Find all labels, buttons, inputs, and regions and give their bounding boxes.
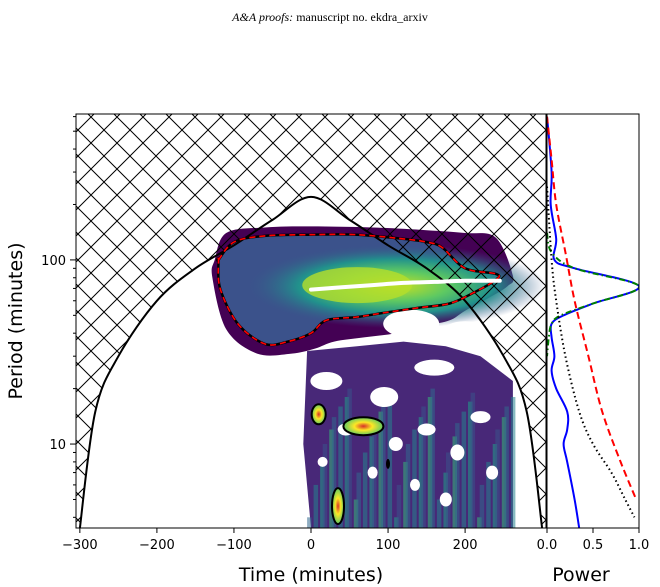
power-streak	[477, 517, 482, 528]
power-streak	[430, 388, 435, 528]
x-axis-label: Time (minutes)	[238, 564, 383, 586]
y-tick-label: 100	[41, 254, 66, 269]
power-streak	[396, 484, 402, 528]
power-tick-label: 1.0	[629, 538, 650, 553]
power-hole	[414, 359, 455, 376]
power-streak	[381, 401, 386, 528]
power-streak	[369, 436, 374, 528]
power-streak	[418, 417, 424, 528]
power-hole	[417, 423, 436, 436]
power-streak	[322, 444, 328, 528]
cone-of-influence-line	[78, 195, 544, 528]
power-streak	[347, 388, 352, 528]
small-scale-power	[303, 341, 513, 528]
power-series-dotted	[547, 186, 636, 518]
power-streak	[427, 397, 433, 528]
power-axis-label: Power	[552, 564, 610, 586]
x-tick-label: −200	[139, 538, 175, 553]
side-frame	[546, 113, 640, 529]
power-streak	[394, 517, 399, 528]
x-tick-label: 100	[376, 538, 401, 553]
x-tick-label: 0	[307, 538, 315, 553]
power-streak	[495, 429, 500, 528]
y-axis-label: Period (minutes)	[5, 242, 27, 399]
power-hole	[410, 478, 420, 491]
power-streak	[387, 392, 393, 528]
power-streak	[492, 444, 498, 528]
power-tick-label: 0.0	[537, 538, 558, 553]
power-series-dashdot	[547, 232, 639, 357]
main-ticks: −300 −200 −100 0 100 200 10 100	[41, 116, 478, 553]
power-streak	[362, 452, 368, 528]
power-tick-label: 0.5	[583, 538, 604, 553]
power-streak	[470, 392, 476, 528]
x-tick-label: −100	[216, 538, 252, 553]
power-hole	[310, 372, 343, 390]
power-streak	[320, 461, 325, 528]
y-tick-label: 10	[49, 438, 66, 453]
power-hole	[470, 411, 491, 424]
power-streak	[468, 401, 473, 528]
power-streak	[486, 461, 491, 528]
power-hole	[450, 444, 465, 461]
header-italic: A&A proofs:	[232, 10, 294, 24]
significant-island	[310, 403, 327, 426]
power-streak	[446, 452, 451, 528]
power-streak	[412, 429, 417, 528]
power-hole	[317, 456, 328, 467]
power-lines	[547, 116, 639, 528]
x-tick-label: 200	[453, 538, 478, 553]
power-streak	[405, 444, 411, 528]
power-streak	[455, 423, 460, 528]
power-streak	[313, 484, 319, 528]
power-hole	[367, 466, 378, 479]
ridge-line	[309, 278, 502, 292]
power-hole	[388, 437, 403, 451]
power-streak	[307, 517, 312, 528]
significant-island	[331, 487, 345, 526]
side-ticks: 0.0 0.5 1.0	[537, 528, 650, 553]
power-streak	[504, 406, 509, 528]
power-streak	[403, 461, 408, 528]
header-text: manuscript no. ekdra_arxiv	[293, 10, 428, 24]
power-streak	[356, 472, 361, 528]
significant-island	[386, 458, 390, 469]
power-series-solid	[547, 116, 639, 528]
power-streak	[421, 406, 426, 528]
power-hole	[486, 465, 499, 480]
coi-hatched-region	[76, 114, 546, 528]
power-hole	[439, 492, 452, 507]
power-streak	[510, 397, 516, 528]
power-streak	[501, 417, 507, 528]
x-tick-label: −300	[62, 538, 98, 553]
power-streak	[378, 411, 383, 528]
power-hole	[370, 387, 399, 407]
power-streak	[329, 429, 334, 528]
global-power-panel: 0.0 0.5 1.0 Power	[537, 113, 650, 586]
power-streak	[331, 417, 337, 528]
significance-contour-red	[216, 233, 501, 346]
power-streak	[344, 397, 350, 528]
power-streak	[338, 406, 343, 528]
power-series-dashed	[547, 116, 638, 500]
power-hole	[441, 321, 490, 346]
power-hole	[383, 309, 440, 338]
power-streak	[452, 436, 457, 528]
significant-island	[342, 416, 385, 437]
power-streak	[436, 499, 442, 528]
power-streak	[353, 499, 359, 528]
power-streak	[461, 411, 467, 528]
power-streak	[479, 484, 485, 528]
page-header: A&A proofs: manuscript no. ekdra_arxiv	[0, 10, 660, 25]
